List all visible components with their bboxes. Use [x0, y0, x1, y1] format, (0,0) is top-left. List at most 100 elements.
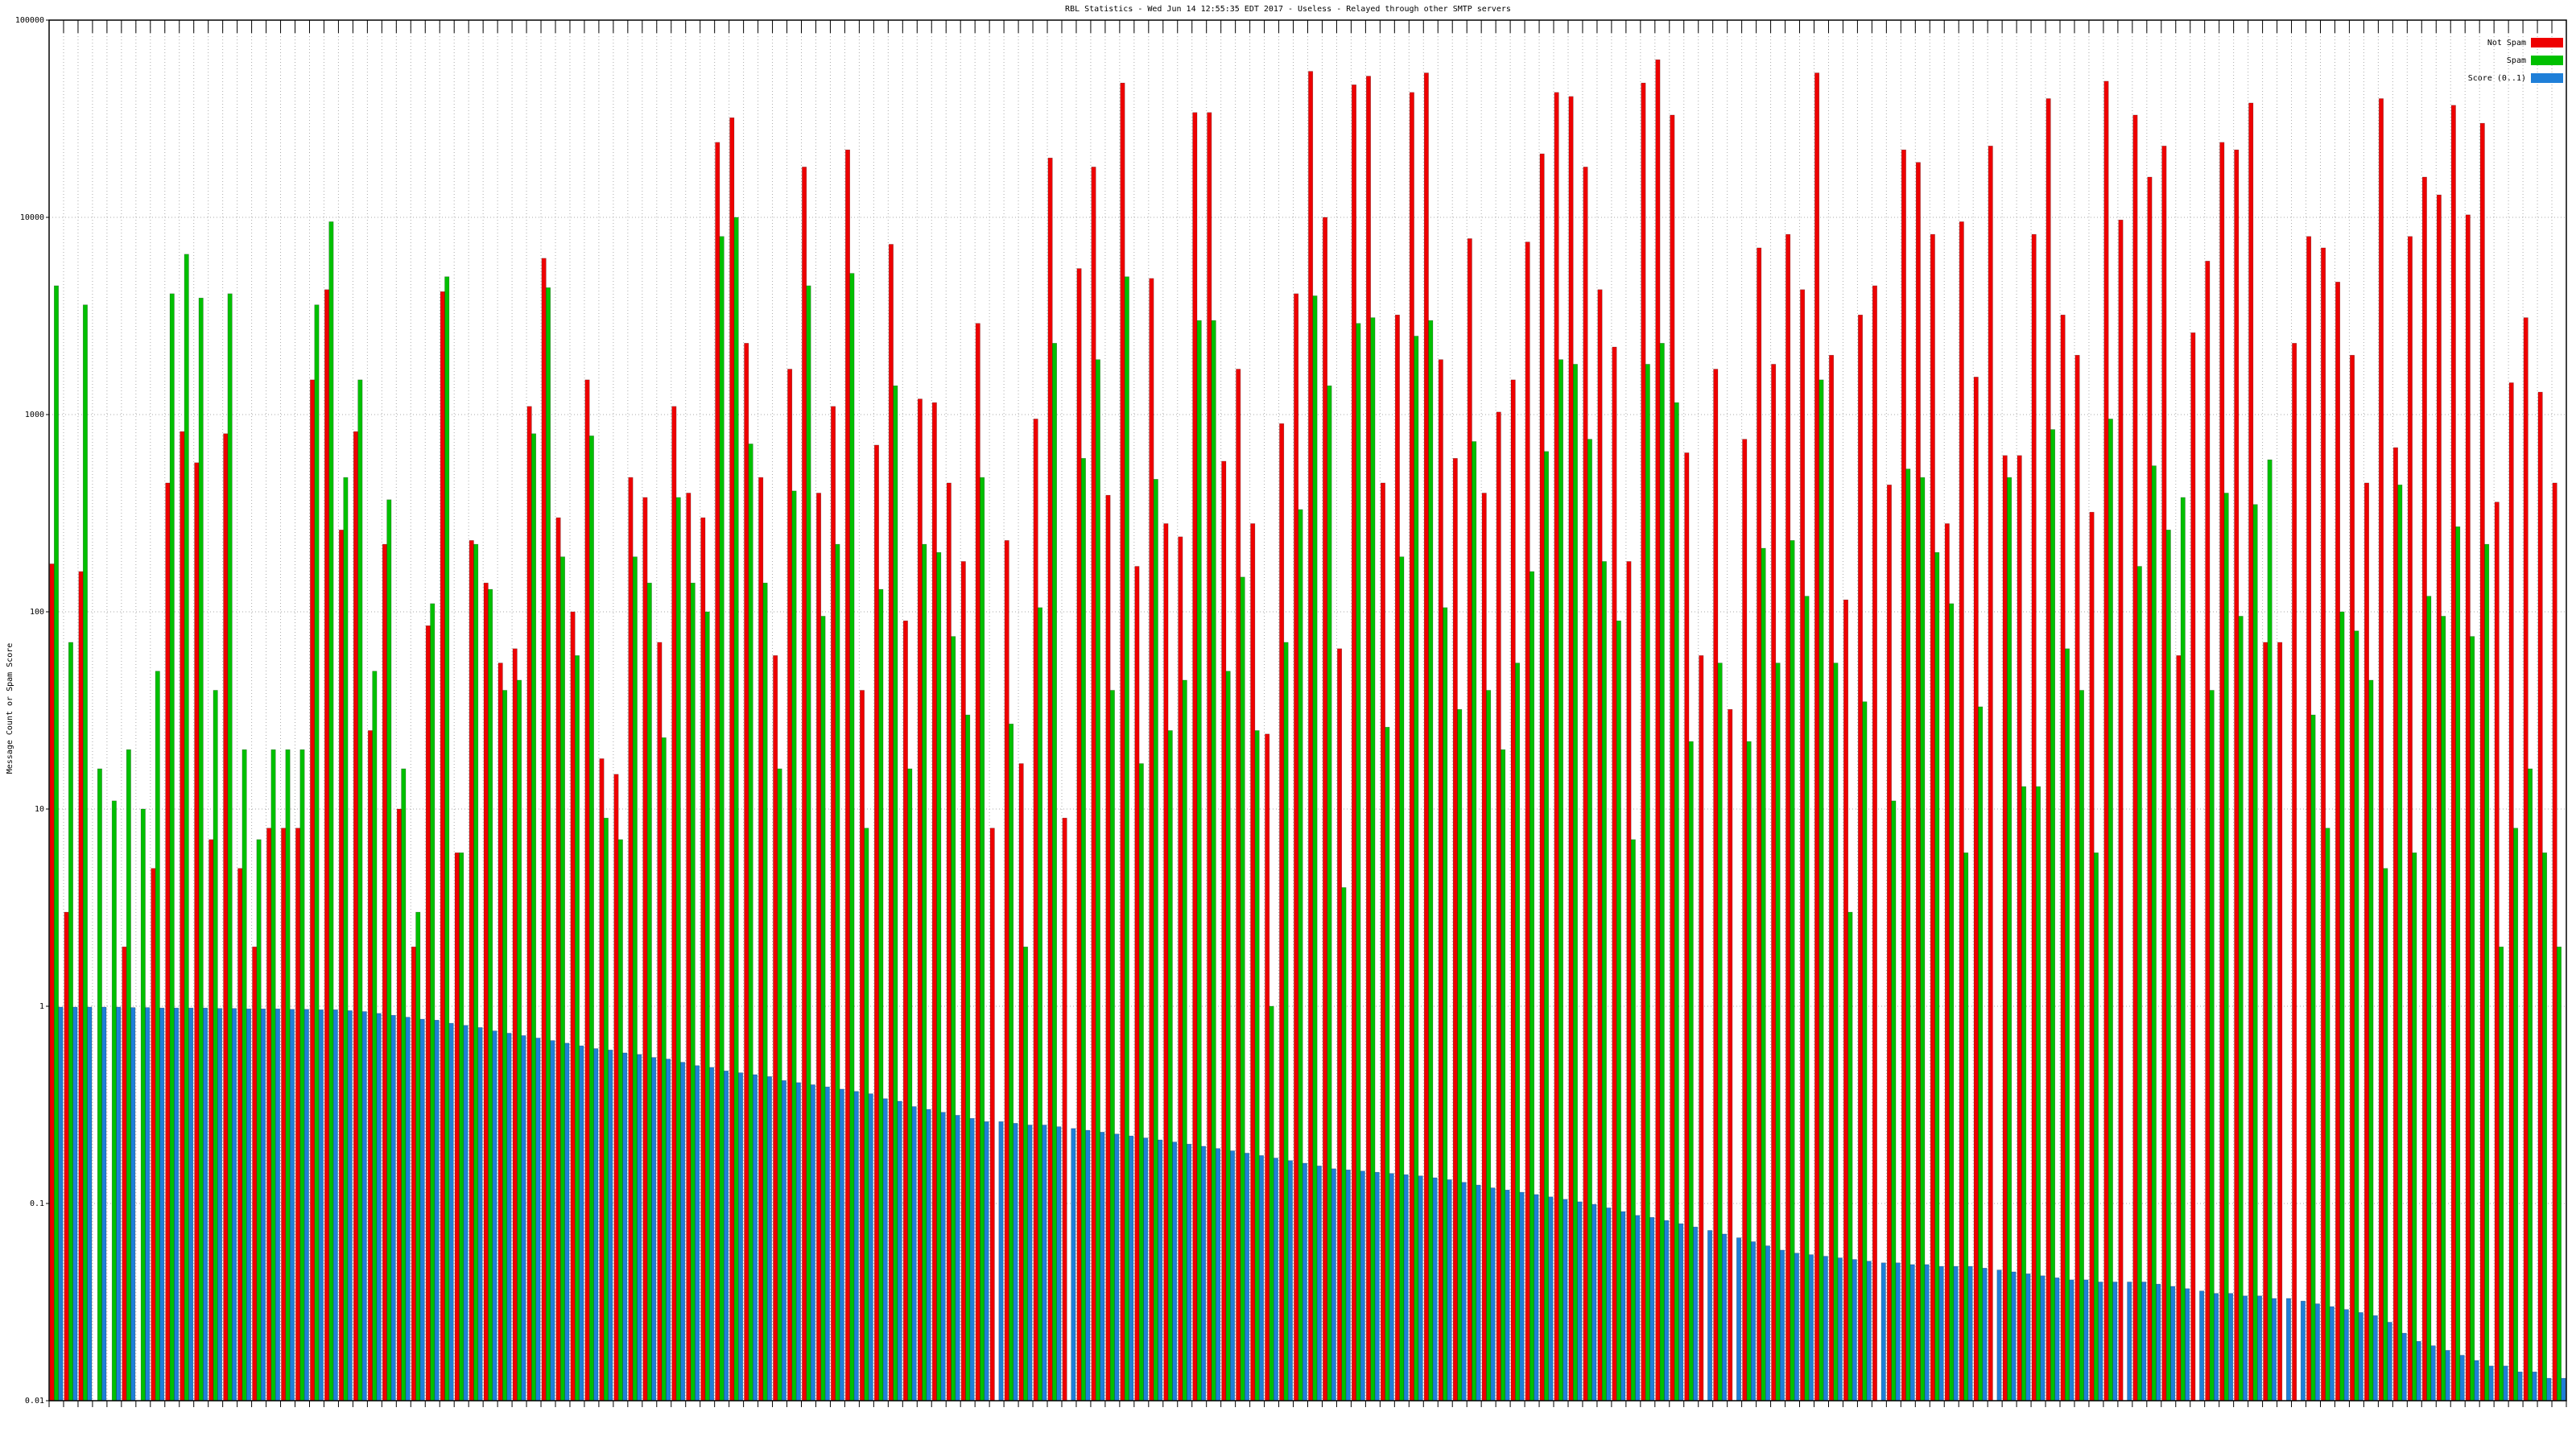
bar	[1915, 162, 1921, 1402]
bar	[145, 1007, 151, 1402]
bar	[1751, 1241, 1757, 1402]
bar	[1124, 276, 1129, 1402]
bar	[512, 648, 518, 1402]
bar	[564, 1042, 570, 1402]
bar	[469, 540, 474, 1402]
bar	[1443, 607, 1448, 1402]
bar	[2503, 1365, 2508, 1402]
bar	[709, 1067, 715, 1402]
bar	[1481, 493, 1487, 1402]
bar	[415, 911, 421, 1402]
bar	[1287, 1160, 1293, 1402]
bar	[502, 690, 508, 1402]
bar	[824, 1086, 830, 1402]
y-tick-label: 100000	[15, 16, 44, 25]
bar	[159, 1007, 165, 1402]
bar	[940, 1112, 946, 1402]
bar	[72, 1006, 78, 1402]
bar	[376, 1013, 382, 1402]
bar	[574, 655, 580, 1402]
bar	[188, 1007, 194, 1402]
bar	[339, 530, 345, 1402]
bar	[295, 828, 301, 1402]
bar	[1341, 887, 1347, 1402]
bar	[1895, 1262, 1901, 1402]
bar	[1196, 320, 1202, 1402]
bar	[1230, 1150, 1236, 1402]
bar	[1308, 71, 1314, 1402]
bar	[526, 406, 532, 1402]
bar	[2465, 214, 2471, 1402]
bar	[343, 477, 349, 1402]
bar	[1129, 1135, 1134, 1402]
bar	[1018, 763, 1024, 1402]
bar	[2011, 1271, 2017, 1402]
bar	[2300, 1300, 2306, 1402]
bar	[965, 714, 971, 1402]
bar	[1800, 289, 1806, 1402]
bar	[1432, 1177, 1438, 1402]
bar	[314, 304, 320, 1402]
bar	[1649, 1216, 1655, 1402]
bar	[2285, 1298, 2291, 1402]
bar	[1254, 730, 1260, 1402]
bar	[165, 482, 171, 1402]
bar	[1178, 536, 1183, 1402]
bar	[2252, 504, 2258, 1402]
bar	[2238, 616, 2244, 1402]
legend-label: Score (0..1)	[2468, 74, 2526, 83]
bar	[1298, 509, 1303, 1402]
bar	[1808, 1254, 1814, 1402]
bar	[310, 379, 316, 1402]
bar	[2151, 465, 2157, 1402]
bar	[1356, 323, 1361, 1402]
bar	[440, 291, 445, 1402]
bar	[405, 1017, 411, 1402]
bar	[1418, 1175, 1423, 1402]
bar	[1949, 603, 1955, 1402]
bar	[555, 517, 561, 1402]
bar	[1273, 1158, 1278, 1402]
bar	[1626, 561, 1632, 1402]
bar	[864, 828, 869, 1402]
bar	[463, 1025, 469, 1402]
bar	[642, 497, 648, 1402]
bar	[2364, 482, 2369, 1402]
bar	[1539, 153, 1545, 1402]
bar	[1688, 741, 1694, 1402]
bar	[1525, 242, 1530, 1402]
bar	[1403, 1174, 1409, 1402]
bar	[260, 1008, 266, 1402]
bar	[806, 285, 811, 1402]
bar	[1490, 1187, 1496, 1402]
bar	[483, 582, 489, 1402]
legend-label: Not Spam	[2487, 39, 2526, 47]
bar	[1973, 377, 1979, 1402]
bar	[2392, 447, 2398, 1402]
bar	[584, 379, 590, 1402]
bar	[1572, 364, 1578, 1402]
bar	[897, 1100, 902, 1402]
bar	[2455, 526, 2461, 1402]
bar	[599, 758, 605, 1402]
bar	[1374, 1171, 1380, 1402]
bar	[266, 828, 272, 1402]
bar	[657, 642, 663, 1402]
bar	[2479, 122, 2485, 1402]
bar	[700, 517, 706, 1402]
bar	[1004, 540, 1009, 1402]
bar	[1515, 663, 1521, 1402]
bar	[1684, 452, 1690, 1402]
bar	[1149, 278, 1154, 1402]
bar	[2083, 1279, 2089, 1402]
bar	[931, 402, 937, 1402]
bar	[1833, 663, 1839, 1402]
bar	[2185, 1288, 2190, 1402]
bar	[324, 289, 330, 1402]
bar	[613, 774, 619, 1402]
bar	[1934, 551, 1940, 1402]
bar	[1655, 59, 1661, 1402]
bar	[1601, 561, 1607, 1402]
bar	[1472, 441, 1477, 1402]
bar	[1858, 314, 1863, 1402]
